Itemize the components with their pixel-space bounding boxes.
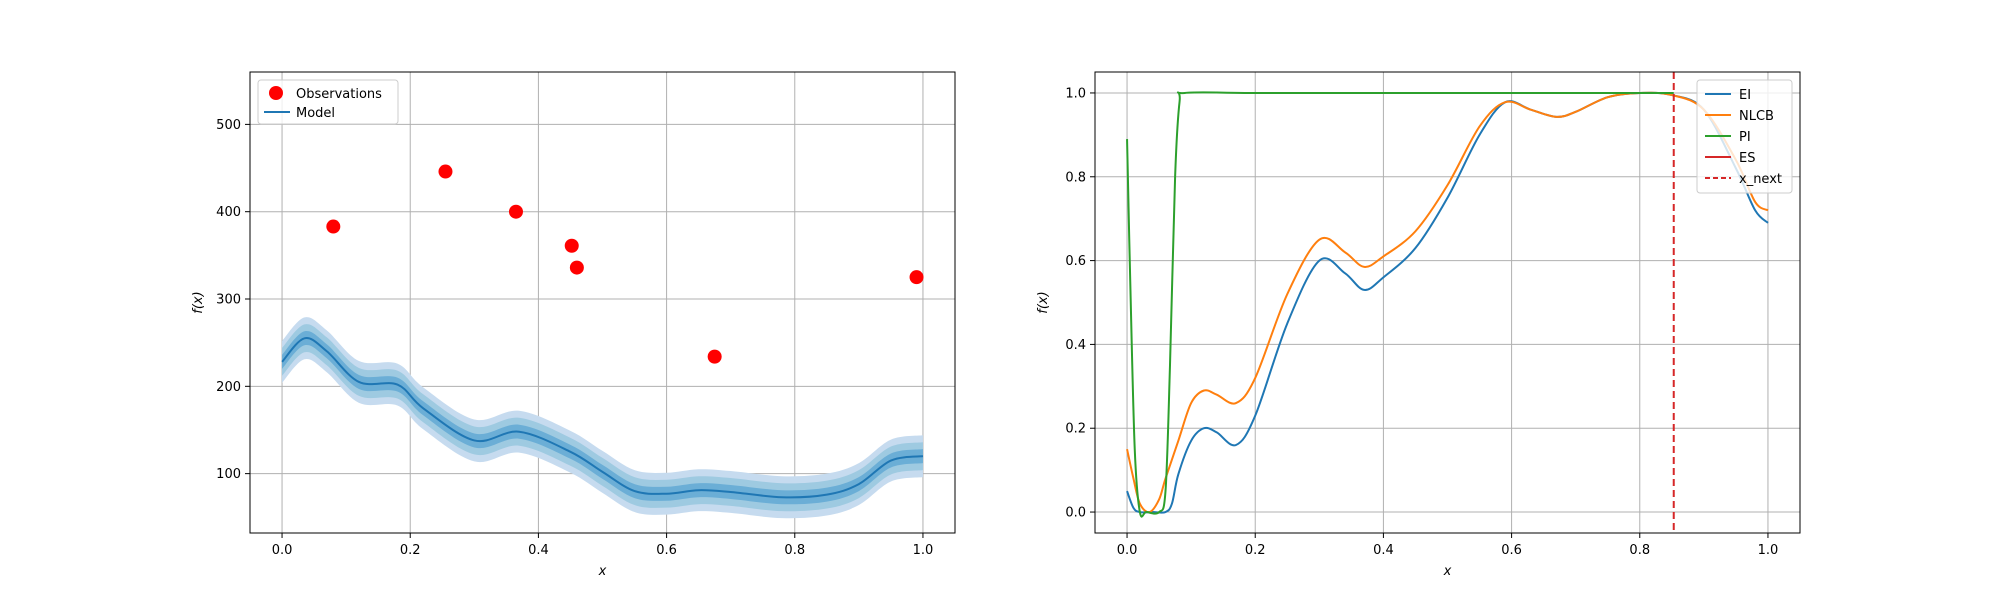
- acquisition-chart-legend: EI NLCB PI ES x_next: [1696, 79, 1793, 194]
- observation-point: [564, 238, 579, 253]
- x-tick-label: 0.0: [272, 543, 293, 558]
- legend-box: [1696, 79, 1793, 194]
- x-tick-label: 0.6: [1501, 543, 1522, 558]
- acquisition-chart-ticks: 0.0 0.2 0.4 0.6 0.8 1.0 0.0 0.2 0.4 0.6 0.8 1.0: [1065, 86, 1778, 558]
- model-chart-ylabel: f(x): [191, 291, 206, 313]
- legend-label-ei: EI: [1739, 88, 1751, 103]
- acquisition-chart-frame: [1094, 71, 1801, 534]
- y-tick-label: 0.6: [1065, 254, 1086, 269]
- model-chart-xlabel: x: [598, 564, 607, 579]
- y-tick-label: 300: [216, 293, 241, 308]
- x-tick-label: 0.8: [1629, 543, 1650, 558]
- x-tick-label: 0.8: [784, 543, 805, 558]
- legend-items: EI NLCB PI ES x_next: [1705, 88, 1782, 187]
- legend-observations-marker: [269, 86, 283, 100]
- x-tick-label: 1.0: [913, 543, 934, 558]
- confidence-band: [282, 331, 923, 505]
- observation-point: [508, 204, 523, 219]
- model-chart: 0.0 0.2 0.4 0.6 0.8 1.0 100 200 300 400 500 x f(x)…: [191, 71, 956, 579]
- legend-observations-label: Observations: [296, 87, 382, 102]
- model-chart-legend: Observations Model: [257, 79, 399, 125]
- model-line-group: [281, 337, 924, 499]
- y-tick-label: 200: [216, 380, 241, 395]
- legend-label-x_next: x_next: [1739, 172, 1782, 187]
- x-tick-label: 0.6: [656, 543, 677, 558]
- legend-box: [257, 79, 399, 125]
- model-confidence-bands: [282, 317, 923, 519]
- acquisition-lines: [1126, 91, 1769, 518]
- observation-point: [438, 164, 453, 179]
- y-tick-label: 1.0: [1065, 86, 1086, 101]
- observation-point: [909, 270, 924, 285]
- legend-label-nlcb: NLCB: [1739, 109, 1774, 124]
- acquisition-chart-ylabel: f(x): [1036, 291, 1051, 313]
- x-tick-label: 0.2: [1245, 543, 1266, 558]
- series-line-pi: [1126, 91, 1674, 518]
- y-tick-label: 0.4: [1065, 338, 1086, 353]
- observation-point: [569, 260, 584, 275]
- observation-point: [707, 349, 722, 364]
- y-tick-label: 500: [216, 118, 241, 133]
- legend-model-label: Model: [296, 106, 335, 121]
- model-chart-frame: [249, 71, 956, 534]
- legend-label-es: ES: [1739, 151, 1755, 166]
- observation-point: [326, 219, 341, 234]
- acquisition-chart-xlabel: x: [1443, 564, 1452, 579]
- x-tick-label: 0.2: [400, 543, 421, 558]
- x-tick-label: 0.0: [1117, 543, 1138, 558]
- legend-label-pi: PI: [1739, 130, 1751, 145]
- model-line: [281, 337, 924, 499]
- y-tick-label: 0.0: [1065, 506, 1086, 521]
- y-tick-label: 400: [216, 205, 241, 220]
- observation-points: [326, 164, 924, 364]
- acquisition-chart: 0.0 0.2 0.4 0.6 0.8 1.0 0.0 0.2 0.4 0.6 0.8 1.0 x f…: [1036, 71, 1801, 579]
- y-tick-label: 0.2: [1065, 422, 1086, 437]
- y-tick-label: 100: [216, 467, 241, 482]
- model-chart-ticks: 0.0 0.2 0.4 0.6 0.8 1.0 100 200 300 400 500: [216, 118, 933, 558]
- y-tick-label: 0.8: [1065, 170, 1086, 185]
- x-tick-label: 1.0: [1758, 543, 1779, 558]
- x-tick-label: 0.4: [528, 543, 549, 558]
- x-tick-label: 0.4: [1373, 543, 1394, 558]
